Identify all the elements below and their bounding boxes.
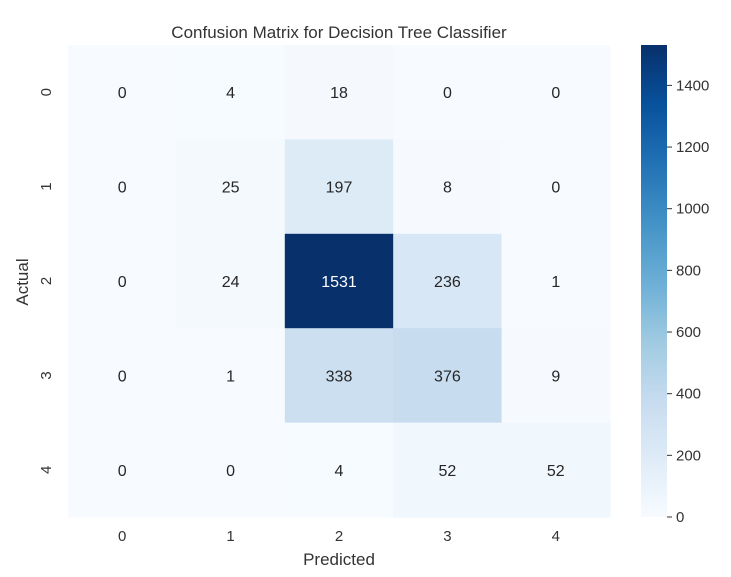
colorbar [641,45,667,517]
x-tick-label: 4 [552,528,560,545]
x-tick-label: 2 [335,528,343,545]
cell-value-label: 18 [330,85,348,102]
cell-value-label: 0 [226,463,235,480]
heatmap-cell [284,45,394,140]
heatmap-cell [176,45,286,140]
heatmap-cell [501,233,611,329]
x-axis-label: Predicted [303,550,375,569]
cell-value-label: 0 [118,180,127,197]
cell-value-label: 1 [551,274,560,291]
heatmap-cell [284,328,394,424]
y-tick-label: 4 [38,466,55,474]
heatmap-cell [68,233,177,329]
chart-title: Confusion Matrix for Decision Tree Class… [171,23,507,42]
cell-value-label: 8 [443,180,452,197]
x-tick-label: 1 [226,528,234,545]
heatmap-cell [501,139,611,235]
x-tick-labels: 0 1 2 3 4 [118,528,560,545]
heatmap-cell [393,422,503,518]
colorbar-tick-label: 800 [676,262,701,279]
cell-value-label: 0 [118,85,127,102]
heatmap-cell [176,328,286,424]
cell-value-label: 0 [118,368,127,385]
cell-value-label: 24 [222,274,240,291]
cell-value-label: 52 [439,463,457,480]
heatmap-cell [284,422,394,518]
colorbar-tick-label: 0 [676,509,684,526]
heatmap-cells [68,45,611,518]
cell-value-label: 338 [326,368,353,385]
colorbar-tick-label: 1000 [676,201,709,218]
y-tick-label: 1 [38,182,55,190]
heatmap-cell [176,139,286,235]
colorbar-tick-label: 1200 [676,139,709,156]
cell-value-label: 0 [551,85,560,102]
cell-value-label: 1531 [321,274,357,291]
cell-value-label: 197 [326,180,353,197]
cell-value-label: 52 [547,463,565,480]
cell-value-label: 1 [226,368,235,385]
heatmap-cell [393,233,503,329]
x-tick-label: 0 [118,528,126,545]
heatmap-cell [393,45,503,140]
heatmap-cell [284,139,394,235]
cell-value-label: 0 [118,274,127,291]
heatmap-cell [176,233,286,329]
heatmap-cell-labels: 0 4 18 0 0 0 25 197 8 0 0 24 1531 236 1 0 1 338 376 9 0 0 4 52 5… [118,85,565,480]
y-tick-label: 0 [38,88,55,96]
heatmap-cell [393,328,503,424]
y-tick-label: 3 [38,371,55,379]
heatmap-cell [68,422,177,518]
heatmap-cell [393,139,503,235]
colorbar-tick-label: 1400 [676,77,709,94]
colorbar-ticks: 0 200 400 600 800 1000 1200 1400 [667,77,709,526]
cell-value-label: 0 [443,85,452,102]
y-tick-labels: 0 1 2 3 4 [38,88,55,474]
heatmap-cell [68,328,177,424]
cell-value-label: 376 [434,368,461,385]
cell-value-label: 0 [118,463,127,480]
colorbar-tick-label: 400 [676,386,701,403]
cell-value-label: 236 [434,274,461,291]
cell-value-label: 0 [551,180,560,197]
cell-value-label: 4 [226,85,235,102]
y-tick-label: 2 [38,277,55,285]
heatmap-cell [68,139,177,235]
colorbar-tick-label: 600 [676,324,701,341]
heatmap-cell [68,45,177,140]
heatmap-cell [284,233,394,329]
heatmap-cell [501,328,611,424]
heatmap-cell [501,422,611,518]
y-axis-label: Actual [13,258,32,305]
cell-value-label: 9 [551,368,560,385]
colorbar-tick-label: 200 [676,447,701,464]
heatmap-cell [176,422,286,518]
heatmap-cell [501,45,611,140]
cell-value-label: 25 [222,180,240,197]
x-tick-label: 3 [443,528,451,545]
cell-value-label: 4 [335,463,344,480]
